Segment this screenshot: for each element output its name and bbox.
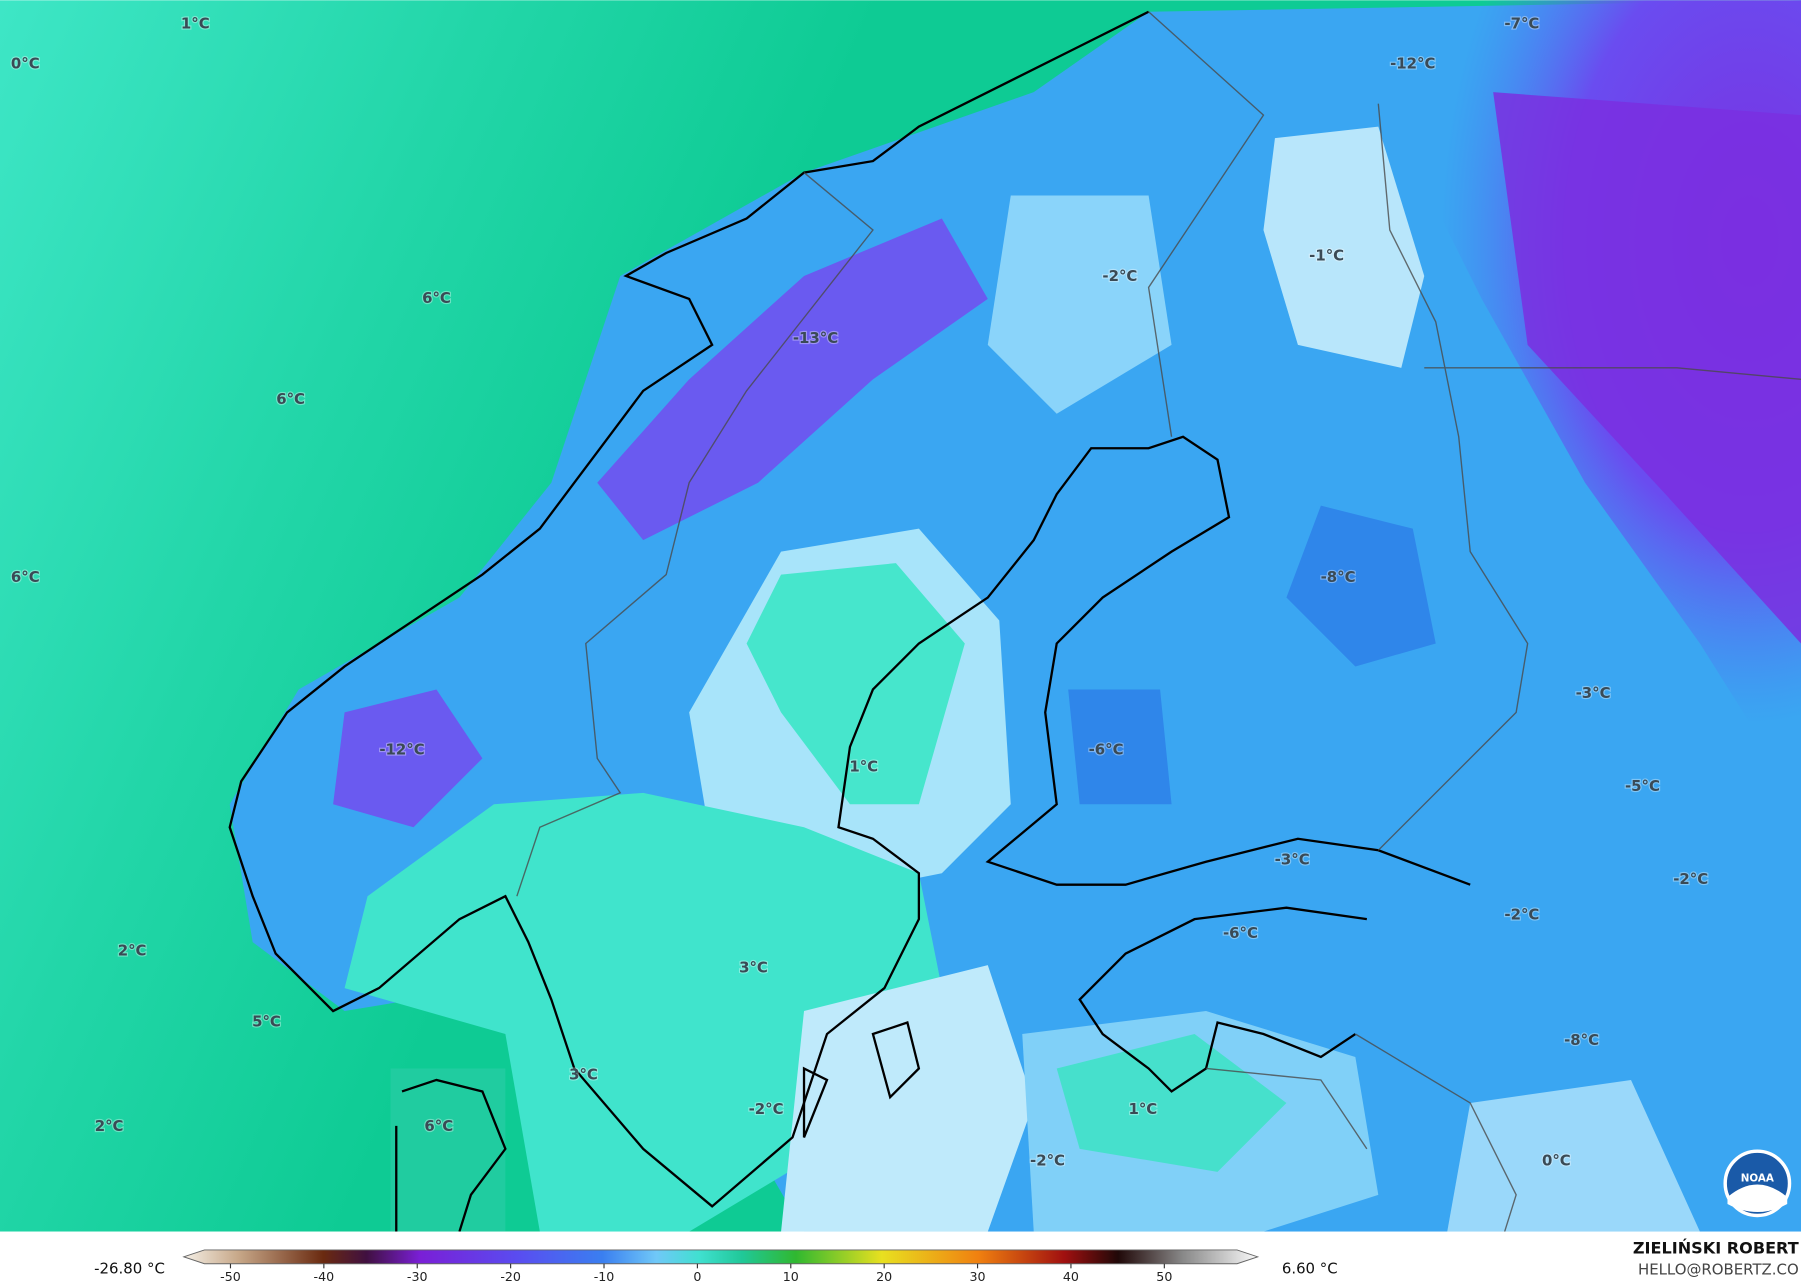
coastline (1078, 906, 1367, 1093)
temperature-label: -8°C (1321, 568, 1356, 586)
temperature-label: -6°C (1089, 740, 1124, 758)
temperature-label: -13°C (793, 329, 838, 347)
colorbar-tick-label: 0 (693, 1269, 701, 1284)
temperature-label: 3°C (739, 959, 768, 977)
temperature-labels: 1°C 0°C -7°C -12°C -1°C -2°C 6°C -13°C 6°C 6°C -8°… (10, 13, 1710, 1170)
cold-patch (1286, 505, 1436, 667)
mild-patch (987, 195, 1172, 414)
colorbar-tick-label: 20 (876, 1269, 892, 1284)
temperature-label: -7°C (1504, 14, 1539, 32)
border (1424, 367, 1801, 381)
coastlines (228, 10, 1471, 1232)
temperature-label: -2°C (749, 1100, 784, 1118)
logo-text: NOAA (1741, 1173, 1774, 1185)
mountain-cold (333, 689, 483, 828)
temperature-label: 1°C (849, 758, 878, 776)
temperature-label: 2°C (118, 941, 147, 959)
border (1377, 103, 1529, 851)
temperature-label: -12°C (379, 740, 424, 758)
mild-patch (1263, 126, 1425, 368)
colorbar-tick-label: -20 (500, 1269, 521, 1284)
temperature-label: 6°C (11, 568, 40, 586)
temperature-label: -12°C (1390, 55, 1435, 73)
colorbar-tick-label: 50 (1156, 1269, 1172, 1284)
temperature-label: 3°C (569, 1065, 598, 1083)
borders (516, 11, 1801, 1232)
colorbar-min-label: -26.80 °C (94, 1259, 165, 1277)
map: 1°C 0°C -7°C -12°C -1°C -2°C 6°C -13°C 6°C 6°C -8°… (0, 0, 1801, 1232)
temperature-label: -2°C (1673, 870, 1708, 888)
temperature-label: -8°C (1564, 1031, 1599, 1049)
mountain-cold (597, 218, 988, 541)
border (1205, 1033, 1517, 1232)
temperature-label: -3°C (1576, 684, 1611, 702)
temperature-label: 5°C (252, 1013, 281, 1031)
colorbar-tick-label: -50 (220, 1269, 241, 1284)
cold-patch (1068, 689, 1172, 805)
land-denmark (390, 1068, 506, 1232)
island (802, 1021, 921, 1138)
mild-patch (781, 965, 1034, 1232)
email: HELLO@ROBERTZ.CO (1638, 1261, 1799, 1279)
colorbar-tick-label: 40 (1063, 1269, 1079, 1284)
colorbar-max-label: 6.60 °C (1282, 1259, 1338, 1277)
temperature-label: 0°C (11, 55, 40, 73)
colorbar-tick-label: 30 (970, 1269, 986, 1284)
temperature-label: -1°C (1309, 246, 1344, 264)
colorbar-tick-label: -10 (594, 1269, 615, 1284)
colorbar-tick-label: 10 (783, 1269, 799, 1284)
temperature-label: 6°C (424, 1117, 453, 1135)
warm-patch (746, 563, 965, 805)
temperature-label: 1°C (1128, 1100, 1157, 1118)
mild-patch (1447, 1079, 1700, 1232)
temperature-label: -2°C (1102, 267, 1137, 285)
logo: NOAA (1723, 1149, 1792, 1218)
coastline (395, 1078, 507, 1232)
temperature-label: 2°C (95, 1117, 124, 1135)
temperature-label: 1°C (181, 14, 210, 32)
temperature-label: -6°C (1223, 924, 1258, 942)
coastline (228, 10, 1471, 1208)
temperature-label: 0°C (1542, 1152, 1571, 1170)
logo-wave (1727, 1184, 1788, 1213)
author: ZIELIŃSKI ROBERT (1633, 1238, 1799, 1257)
temperature-label: 6°C (422, 289, 451, 307)
colorbar-tick-label: -40 (314, 1269, 335, 1284)
temperature-label: 6°C (276, 390, 305, 408)
warm-patch (1056, 1034, 1287, 1172)
border (1147, 11, 1265, 437)
temperature-label: -2°C (1504, 906, 1539, 924)
temperature-label: -5°C (1625, 777, 1660, 795)
temperature-label: -2°C (1030, 1152, 1065, 1170)
colorbar: -26.80 °C 6.60 °C -50 -40 -30 -20 -10 0 10 20 30… (94, 1249, 1338, 1284)
border (516, 172, 874, 897)
colorbar-bar (182, 1249, 1260, 1265)
temperature-label: -3°C (1275, 851, 1310, 869)
colorbar-tick-label: -30 (407, 1269, 428, 1284)
